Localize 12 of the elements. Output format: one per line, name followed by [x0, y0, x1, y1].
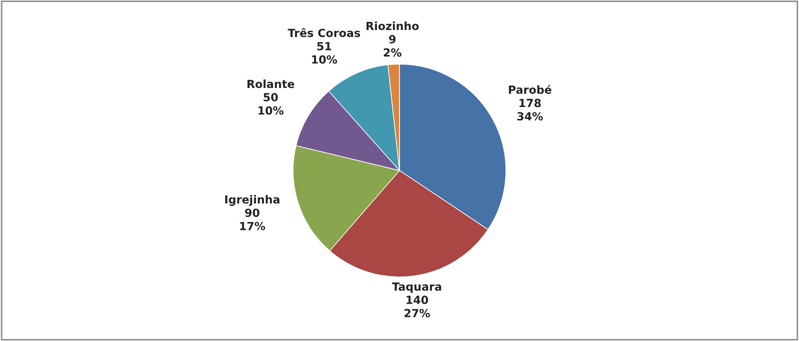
slice-label: Três Coroas: [288, 28, 360, 38]
slice-label: Taquara: [392, 282, 442, 293]
slice-label: Igrejinha: [225, 195, 280, 206]
slice-label: Rolante: [247, 80, 294, 88]
data-label: 178 34%: [517, 98, 543, 120]
data-label: 50 10%: [258, 92, 284, 115]
data-label: 9 2%: [384, 35, 402, 57]
slice-label: Riozinho: [366, 22, 419, 30]
data-label: 90 17%: [240, 208, 266, 230]
slice-label: Parobé: [508, 84, 552, 94]
data-label: 140 27%: [404, 296, 430, 318]
data-label: 51 10%: [312, 42, 338, 64]
